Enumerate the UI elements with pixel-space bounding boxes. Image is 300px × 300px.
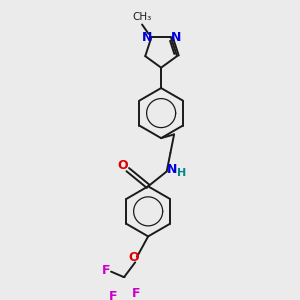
Text: F: F (109, 290, 117, 300)
Text: O: O (117, 158, 128, 172)
Text: H: H (177, 168, 186, 178)
Text: F: F (132, 287, 140, 300)
Text: N: N (167, 163, 177, 176)
Text: N: N (142, 31, 152, 44)
Text: N: N (170, 31, 181, 44)
Text: CH₃: CH₃ (132, 12, 152, 22)
Text: O: O (128, 251, 139, 264)
Text: F: F (102, 264, 111, 277)
